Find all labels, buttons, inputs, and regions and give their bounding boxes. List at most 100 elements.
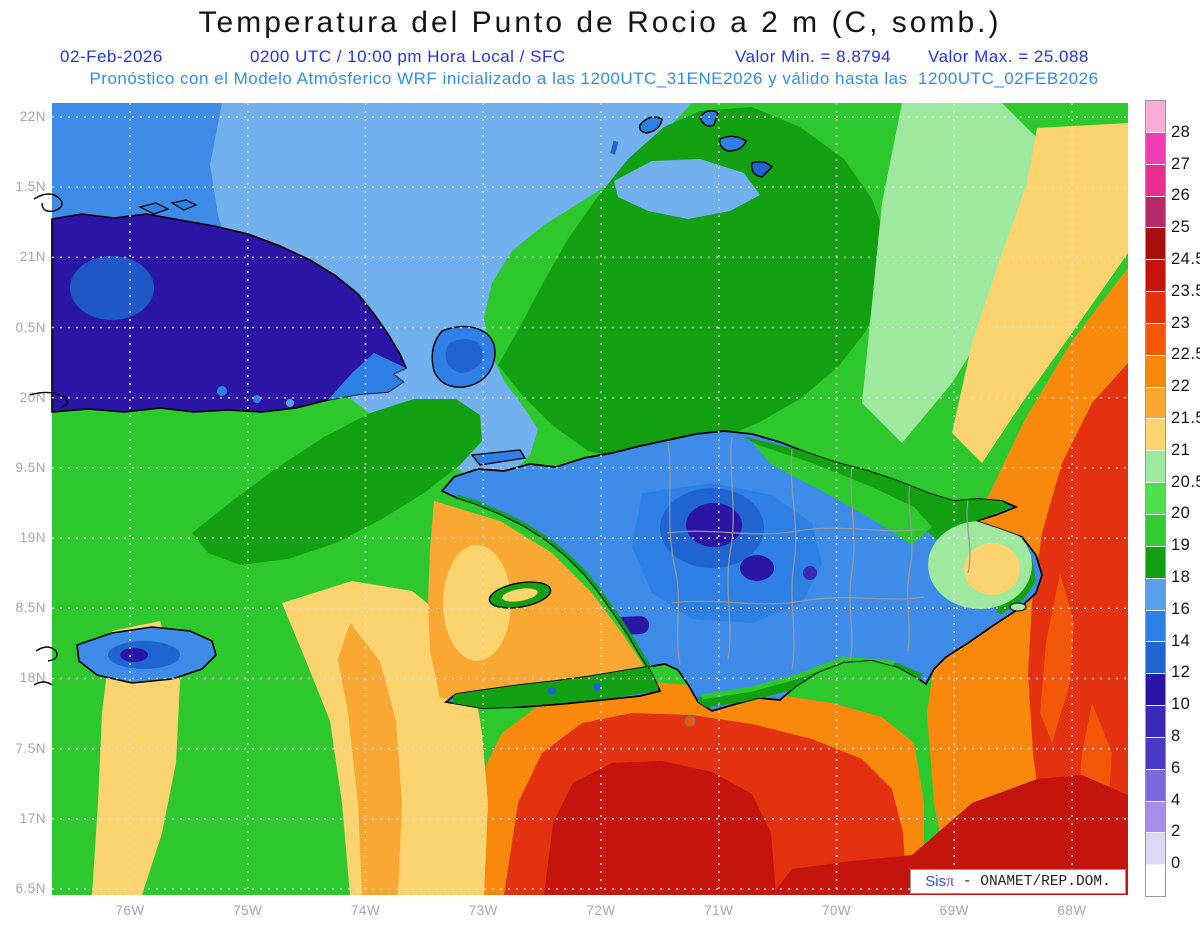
colorbar-segment xyxy=(1146,674,1165,707)
lat-label: 17N xyxy=(19,810,46,826)
colorbar xyxy=(1145,100,1166,897)
region-orange-streak-left xyxy=(338,623,402,895)
colorbar-label: 22 xyxy=(1171,377,1191,396)
valor-min: Valor Min. = 8.8794 xyxy=(735,47,892,66)
colorbar-label: 0 xyxy=(1171,854,1181,873)
gridlines xyxy=(52,103,1128,895)
colorbar-label: 6 xyxy=(1171,758,1181,777)
colorbar-segment xyxy=(1146,196,1165,229)
lat-label: 18N xyxy=(19,670,46,686)
colorbar-segment xyxy=(1146,737,1165,770)
colorbar-label: 23.5 xyxy=(1171,281,1200,300)
colorbar-label: 20 xyxy=(1171,504,1191,523)
valor-max: Valor Max. = 25.088 xyxy=(928,47,1089,66)
region-paleyellow-topright xyxy=(952,123,1128,463)
colorbar-label: 20.5 xyxy=(1171,472,1200,491)
colorbar-label: 28 xyxy=(1171,122,1191,141)
region-cuba xyxy=(51,199,408,413)
colorbar-label: 16 xyxy=(1171,599,1191,618)
colorbar-label: 14 xyxy=(1171,631,1191,650)
lon-label: 74W xyxy=(350,903,381,918)
lon-label: 70W xyxy=(821,903,852,918)
colorbar-segment xyxy=(1146,164,1165,197)
region-gulf-sandy xyxy=(443,545,511,661)
colorbar-segment xyxy=(1146,483,1165,515)
colorbar-segment xyxy=(1146,801,1165,834)
region-ocean-light-blue xyxy=(210,103,692,483)
colorbar-label: 2 xyxy=(1171,822,1181,841)
region-darkred-core xyxy=(544,761,776,895)
colorbar-label: 26 xyxy=(1171,186,1191,205)
colorbar-segment xyxy=(1146,610,1165,643)
onamet-watermark: Sis π - ONAMET/REP.DOM. xyxy=(910,869,1126,894)
colorbar-segment xyxy=(1146,101,1165,133)
lat-label: 9.5N xyxy=(15,459,46,475)
colorbar-label: 12 xyxy=(1171,663,1191,682)
lat-label: 6.5N xyxy=(15,880,46,896)
region-orangered-streak xyxy=(1040,573,1074,743)
colorbar-segment xyxy=(1146,451,1165,484)
region-hispaniola xyxy=(440,430,1043,727)
colorbar-label: 23 xyxy=(1171,313,1191,332)
island-saona xyxy=(1009,602,1027,612)
province-borders xyxy=(666,436,971,670)
region-sandy-streak-left xyxy=(92,621,180,895)
region-palegreen-right xyxy=(862,103,1042,443)
colorbar-label: 19 xyxy=(1171,536,1191,555)
region-darkred-bottomright xyxy=(772,775,1128,895)
colorbar-segment xyxy=(1146,228,1165,261)
region-small-islands xyxy=(431,110,773,388)
lat-label: 7.5N xyxy=(15,740,46,756)
lon-label: 73W xyxy=(468,903,498,918)
colorbar-label: 18 xyxy=(1171,568,1191,586)
colorbar-segment xyxy=(1146,419,1165,452)
lat-label: 0.5N xyxy=(15,319,46,335)
lat-label: 8.5N xyxy=(15,600,46,616)
colorbar-segment xyxy=(1146,578,1165,611)
lat-label: 22N xyxy=(19,109,46,124)
island-gonave xyxy=(488,581,552,609)
region-darkgreen-band xyxy=(498,107,888,459)
region-jamaica xyxy=(76,626,217,684)
colorbar-label: 27 xyxy=(1171,154,1191,173)
dewpoint-map-svg xyxy=(29,103,1128,895)
coastline-fragments xyxy=(29,193,69,686)
colorbar-segment xyxy=(1146,706,1165,738)
colorbar-label: 21.5 xyxy=(1171,409,1200,427)
lon-label: 69W xyxy=(939,903,969,918)
lat-label: 1.5N xyxy=(15,179,46,195)
lat-label: 21N xyxy=(19,249,46,265)
lat-label: 20N xyxy=(19,389,46,405)
lon-label: 72W xyxy=(586,903,616,918)
page-title: Temperatura del Punto de Rocio a 2 m (C,… xyxy=(198,6,1002,39)
colorbar-label: 4 xyxy=(1171,790,1181,809)
region-darkgreen-west xyxy=(192,399,482,565)
colorbar-segment xyxy=(1146,833,1165,866)
forecast-time: 0200 UTC / 10:00 pm Hora Local / SFC xyxy=(250,47,566,66)
colorbar-segment xyxy=(1146,514,1165,547)
colorbar-label: 24.5 xyxy=(1171,250,1200,268)
colorbar-segment xyxy=(1146,387,1165,420)
colorbar-label: 22.5 xyxy=(1171,345,1200,364)
island-beata xyxy=(684,715,696,727)
colorbar-segment xyxy=(1146,865,1165,897)
lon-label: 75W xyxy=(233,903,263,918)
colorbar-segment xyxy=(1146,642,1165,675)
colorbar-label: 8 xyxy=(1171,727,1181,745)
region-lightblue-lobe xyxy=(614,159,760,219)
lat-label: 19N xyxy=(19,530,46,546)
island-tortuga xyxy=(470,449,527,466)
colorbar-segment xyxy=(1146,260,1165,293)
watermark-text: - ONAMET/REP.DOM. xyxy=(954,873,1111,890)
lon-label: 71W xyxy=(704,903,734,918)
colorbar-label: 21 xyxy=(1171,440,1191,459)
model-info-line: Pronóstico con el Modelo Atmósferico WRF… xyxy=(89,69,1099,88)
colorbar-label: 10 xyxy=(1171,695,1191,714)
colorbar-segment xyxy=(1146,323,1165,356)
lon-label: 76W xyxy=(115,903,145,918)
colorbar-segment xyxy=(1146,132,1165,165)
lon-label: 68W xyxy=(1057,903,1087,918)
watermark-sis: Sis xyxy=(925,873,947,890)
colorbar-segment xyxy=(1146,292,1165,324)
